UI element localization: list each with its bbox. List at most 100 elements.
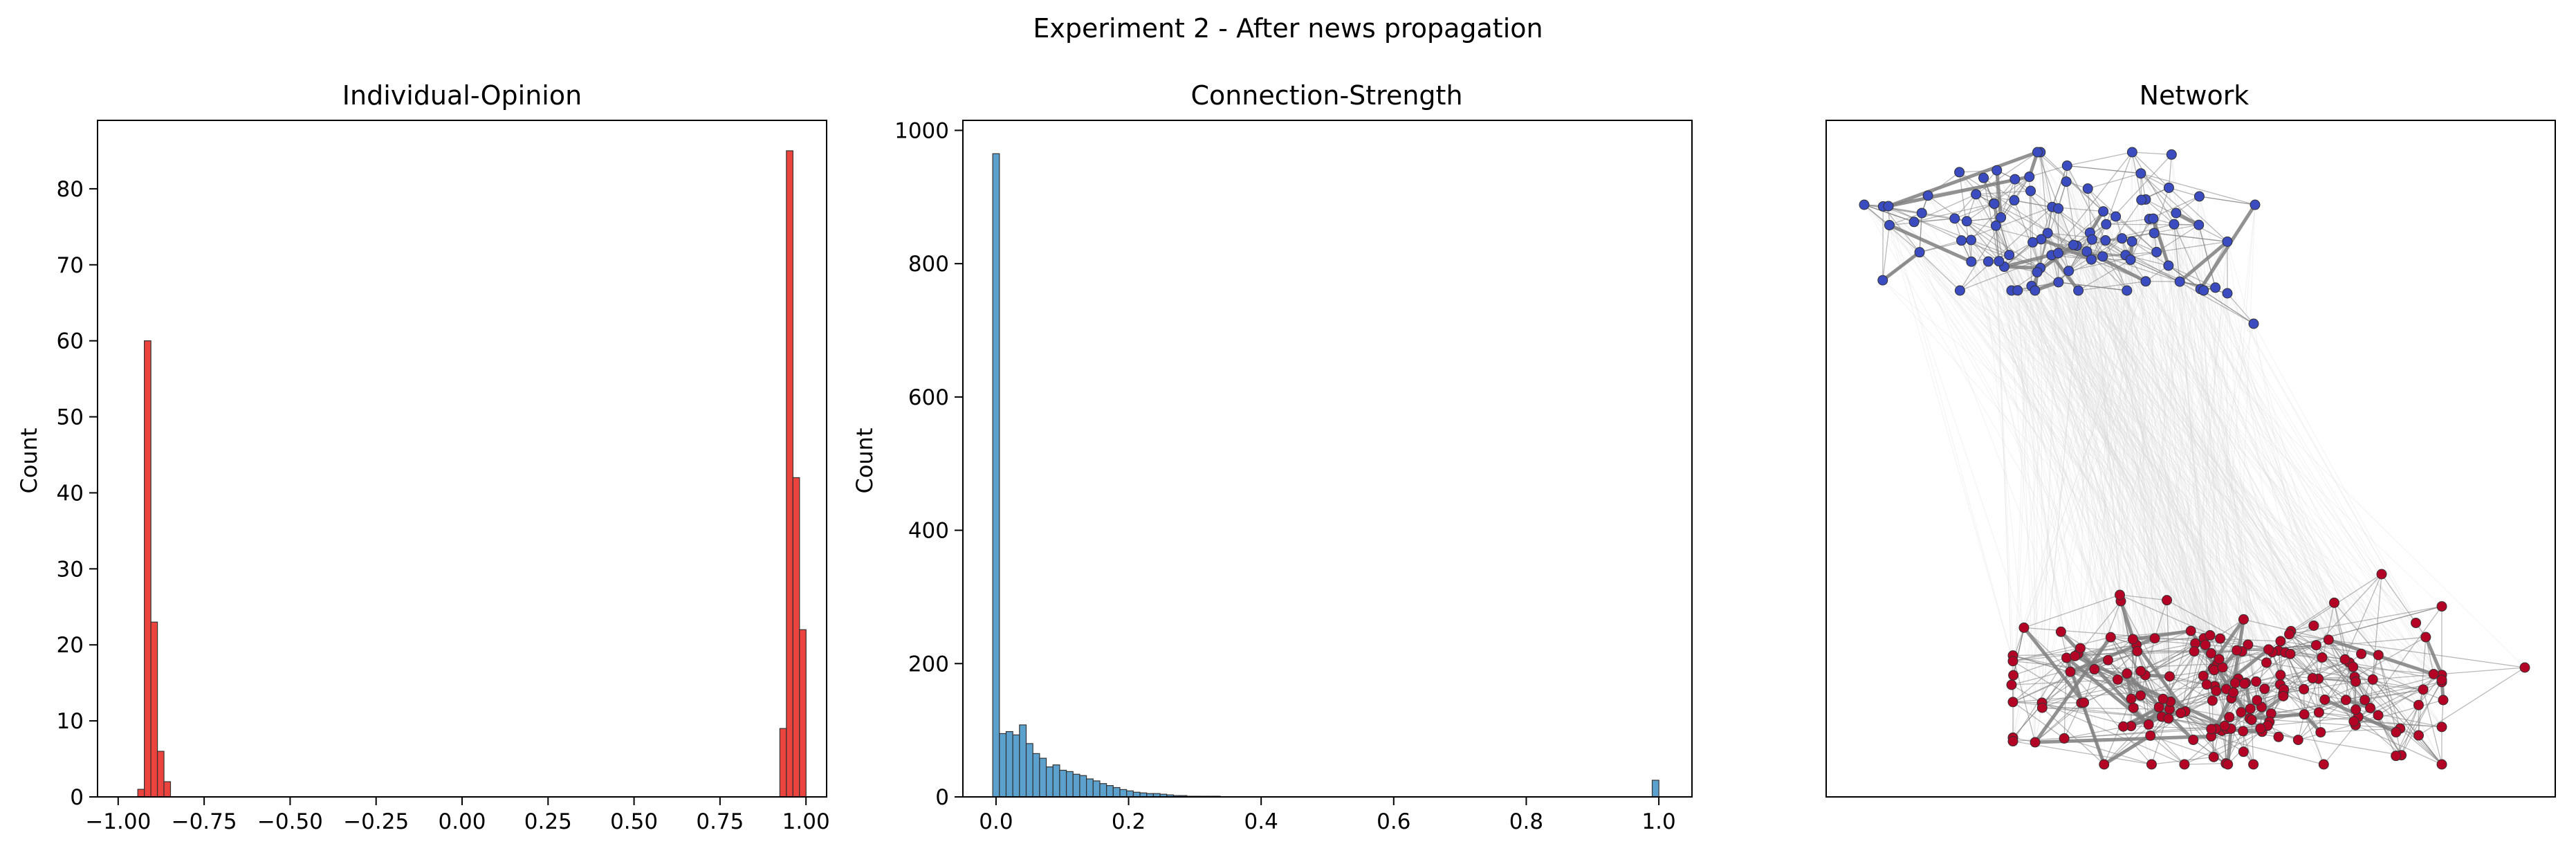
network-cross-edge (1994, 203, 2108, 661)
y-tick-label: 30 (57, 557, 84, 582)
network-node (2259, 683, 2270, 695)
network-cross-edge (2034, 290, 2191, 632)
network-edge (2354, 636, 2427, 678)
network-cross-edge (1919, 252, 2239, 679)
network-node (2122, 285, 2133, 296)
histogram-bar (1106, 785, 1114, 798)
network-node (2245, 703, 2256, 714)
network-edge (2133, 629, 2191, 641)
network-node (2275, 636, 2286, 647)
network-cross-edge (1889, 225, 2216, 687)
network-node (2207, 695, 2218, 706)
network-edge (2034, 702, 2085, 743)
network-cross-edge (2253, 323, 2319, 679)
histogram-bar (1079, 775, 1087, 798)
network-edge (2372, 679, 2442, 765)
network-node (2126, 147, 2137, 158)
network-node (2350, 704, 2362, 715)
network-cross-edge (2149, 219, 2442, 728)
network-cross-edge (2076, 246, 2164, 699)
network-node (2246, 715, 2257, 726)
network-node (2263, 644, 2274, 655)
network-cross-edge (2089, 232, 2234, 693)
network-edge (1919, 252, 1960, 291)
network-edge (2333, 603, 2350, 663)
network-node (2070, 650, 2081, 661)
network-cross-edge (1961, 240, 2170, 710)
network-edge (1864, 204, 1890, 226)
histogram-bar (1045, 766, 1054, 798)
network-node (2224, 712, 2235, 723)
histogram-bar (1651, 780, 1659, 798)
network-edge (2004, 265, 2041, 270)
network-cross-edge (1971, 261, 2379, 716)
network-node (2053, 248, 2064, 259)
network-node (2012, 285, 2023, 296)
network-node (2101, 219, 2112, 230)
network-node (2100, 235, 2111, 246)
network-node (1908, 217, 1920, 228)
network-node (2252, 695, 2263, 706)
network-cross-edge (2036, 272, 2281, 685)
network-edge (2074, 654, 2226, 728)
network-cross-edge (2102, 256, 2214, 669)
network-node (2193, 191, 2205, 202)
network-edge (2102, 256, 2180, 282)
network-node (2206, 648, 2217, 659)
network-edge (2267, 649, 2321, 733)
network-cross-edge (2145, 199, 2434, 674)
network-cross-edge (2131, 232, 2155, 699)
network-cross-edge (1976, 194, 2036, 743)
x-tick-label: −0.50 (257, 809, 323, 834)
network-cross-edge (2214, 204, 2256, 686)
histogram-bar (799, 629, 807, 798)
network-node (2081, 246, 2092, 257)
network-node (2006, 679, 2017, 690)
network-node (2061, 652, 2072, 663)
network-edge (1971, 239, 2009, 256)
network-edge (1983, 177, 2015, 201)
network-node (2376, 569, 2387, 580)
network-node (2317, 652, 2328, 663)
network-cross-edge (2145, 281, 2379, 656)
network-cross-edge (2066, 181, 2227, 690)
network-edge (2040, 237, 2092, 261)
network-node (2042, 228, 2053, 239)
network-cross-edge (2041, 239, 2043, 708)
network-cross-edge (2175, 212, 2267, 663)
network-cross-edge (2017, 290, 2270, 722)
network-cross-edge (2068, 270, 2401, 729)
network-cross-edge (2058, 208, 2262, 708)
network-edge (2395, 704, 2420, 756)
network-edge (2278, 636, 2426, 652)
network-edge (1882, 206, 1884, 281)
network-graph: Network (1825, 80, 2556, 798)
network-edge (2115, 216, 2158, 252)
y-tick-label: 60 (57, 329, 84, 354)
network-edge (1954, 203, 1995, 219)
network-node (1982, 256, 1994, 267)
network-node (2365, 702, 2376, 713)
network-edge (1994, 203, 2042, 240)
network-node (2292, 735, 2303, 746)
network-node (2185, 625, 2196, 636)
network-edge (2079, 647, 2118, 680)
network-node (2210, 282, 2221, 293)
network-node (1996, 212, 2007, 223)
histogram-bar (1119, 789, 1128, 798)
network-edge (2154, 232, 2228, 242)
histogram-bar (792, 477, 800, 798)
network-cross-edge (2073, 244, 2357, 710)
histogram-bar (1072, 773, 1080, 798)
network-node (2126, 693, 2137, 704)
network-edge (2344, 573, 2382, 660)
network-cross-edge (1998, 261, 2319, 713)
network-node (2391, 727, 2402, 738)
network-node (2149, 633, 2160, 644)
network-node (2299, 709, 2310, 720)
y-tick-label: 40 (57, 481, 84, 506)
network-cross-edge (2175, 212, 2244, 752)
network-edge (2373, 667, 2526, 680)
network-node (2171, 208, 2182, 219)
y-tick-label: 600 (908, 385, 949, 410)
